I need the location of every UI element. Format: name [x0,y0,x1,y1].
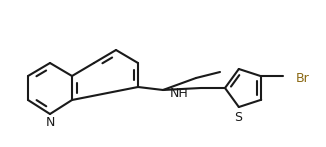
Text: N: N [45,117,55,130]
Text: NH: NH [170,86,189,100]
Text: S: S [234,111,242,123]
Text: Br: Br [296,72,310,85]
